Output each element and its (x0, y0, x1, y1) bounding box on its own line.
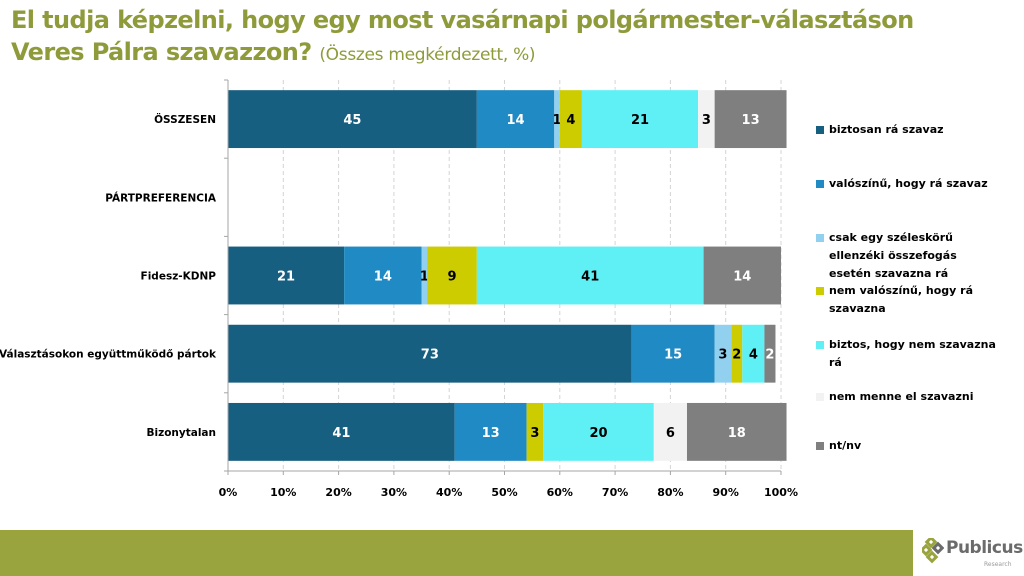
bar-segment (698, 90, 715, 149)
chart-title: El tudja képzelni, hogy egy most vasárna… (11, 4, 1011, 71)
logo-name: Publicus (946, 538, 1023, 558)
bar-segment (764, 324, 776, 383)
legend-item: biztosan rá szavaz (816, 121, 1016, 139)
legend-swatch (816, 287, 824, 295)
data-label: 73 (421, 348, 439, 363)
category-label: Bizonytalan (146, 427, 216, 439)
bar-segment (731, 324, 743, 383)
bar-segment (228, 324, 632, 383)
bar-segment (581, 90, 699, 149)
x-tick-label: 20% (325, 486, 351, 499)
title-line-1: El tudja képzelni, hogy egy most vasárna… (11, 6, 914, 34)
data-label: 20 (589, 426, 607, 441)
legend-item: nem menne el szavazni (816, 388, 1016, 406)
legend-label: biztosan rá szavaz (829, 123, 944, 136)
data-label: 21 (631, 113, 649, 128)
legend-swatch (816, 234, 824, 242)
category-label: Választásokon együttműködő pártok (0, 349, 217, 361)
category-label: Fidesz-KDNP (141, 271, 217, 283)
data-label: 2 (765, 348, 774, 363)
data-label: 21 (277, 270, 295, 285)
x-tick-label: 90% (713, 486, 739, 499)
bar-segment (476, 90, 555, 149)
bar-segment (631, 324, 715, 383)
category-label: ÖSSZESEN (154, 112, 216, 126)
legend-swatch (816, 180, 824, 188)
legend-item: biztos, hogy nem szavazna rá (816, 336, 1016, 372)
bar-segment (344, 246, 422, 305)
data-label: 14 (374, 270, 392, 285)
title-subtitle: (Összes megkérdezett, %) (319, 45, 536, 65)
legend-swatch (816, 126, 824, 134)
bar-segment (714, 324, 732, 383)
data-label: 1 (553, 113, 562, 128)
legend-label: nt/nv (829, 439, 862, 452)
x-tick-label: 10% (270, 486, 296, 499)
bar-segment (427, 246, 477, 305)
bar-segment (454, 402, 527, 461)
x-tick-label: 50% (491, 486, 517, 499)
data-label: 15 (664, 348, 682, 363)
x-tick-label: 60% (547, 486, 573, 499)
bar-segment (559, 90, 582, 149)
bar-segment (476, 246, 704, 305)
data-label: 14 (507, 113, 525, 128)
bar-segment (543, 402, 654, 461)
publicus-logo: Publicus Research (922, 538, 1023, 572)
legend-label: csak egy széleskörű ellenzéki összefogás… (829, 231, 957, 280)
data-label: 4 (566, 113, 575, 128)
legend-swatch (816, 341, 824, 349)
footer-band (0, 530, 913, 576)
data-label: 6 (666, 426, 675, 441)
bar-segment (228, 402, 455, 461)
data-label: 3 (702, 113, 711, 128)
data-label: 45 (343, 113, 361, 128)
bar-segment (653, 402, 687, 461)
data-label: 41 (332, 426, 350, 441)
logo-subtitle: Research (984, 561, 1012, 568)
legend-item: csak egy széleskörű ellenzéki összefogás… (816, 229, 1016, 283)
bar-segment (421, 246, 428, 305)
title-question: Veres Pálra szavazzon? (11, 38, 312, 66)
legend-label: biztos, hogy nem szavazna rá (829, 338, 996, 369)
x-tick-label: 80% (657, 486, 683, 499)
legend-item: nem valószínű, hogy rá szavazna (816, 282, 1016, 318)
data-label: 3 (718, 348, 727, 363)
x-tick-label: 30% (381, 486, 407, 499)
bar-segment (228, 246, 345, 305)
bar-segment (742, 324, 765, 383)
legend-swatch (816, 442, 824, 450)
data-label: 1 (420, 270, 429, 285)
data-label: 18 (728, 426, 746, 441)
data-label: 2 (732, 348, 741, 363)
data-label: 3 (530, 426, 539, 441)
legend-label: nem menne el szavazni (829, 390, 974, 403)
legend-label: nem valószínű, hogy rá szavazna (829, 284, 974, 315)
title-line-2: Veres Pálra szavazzon? (Összes megkérdez… (11, 36, 1011, 71)
bar-segment (686, 402, 787, 461)
x-tick-label: 70% (602, 486, 628, 499)
category-label: PÁRTPREFERENCIA (105, 191, 217, 204)
legend-swatch (816, 393, 824, 401)
diamond-cluster-icon (922, 538, 944, 564)
data-label: 9 (447, 270, 456, 285)
bar-segment (714, 90, 787, 149)
data-label: 13 (482, 426, 500, 441)
data-label: 14 (733, 270, 751, 285)
data-label: 41 (581, 270, 599, 285)
bar-segment (228, 90, 477, 149)
x-tick-label: 100% (764, 486, 798, 499)
legend-item: nt/nv (816, 437, 1016, 455)
data-label: 4 (749, 348, 758, 363)
data-label: 13 (742, 113, 760, 128)
x-tick-label: 40% (436, 486, 462, 499)
bar-segment (703, 246, 781, 305)
bar-segment (526, 402, 544, 461)
legend-label: valószínű, hogy rá szavaz (829, 177, 988, 190)
bar-segment (554, 90, 560, 149)
x-tick-label: 0% (219, 486, 238, 499)
legend-item: valószínű, hogy rá szavaz (816, 175, 1016, 193)
